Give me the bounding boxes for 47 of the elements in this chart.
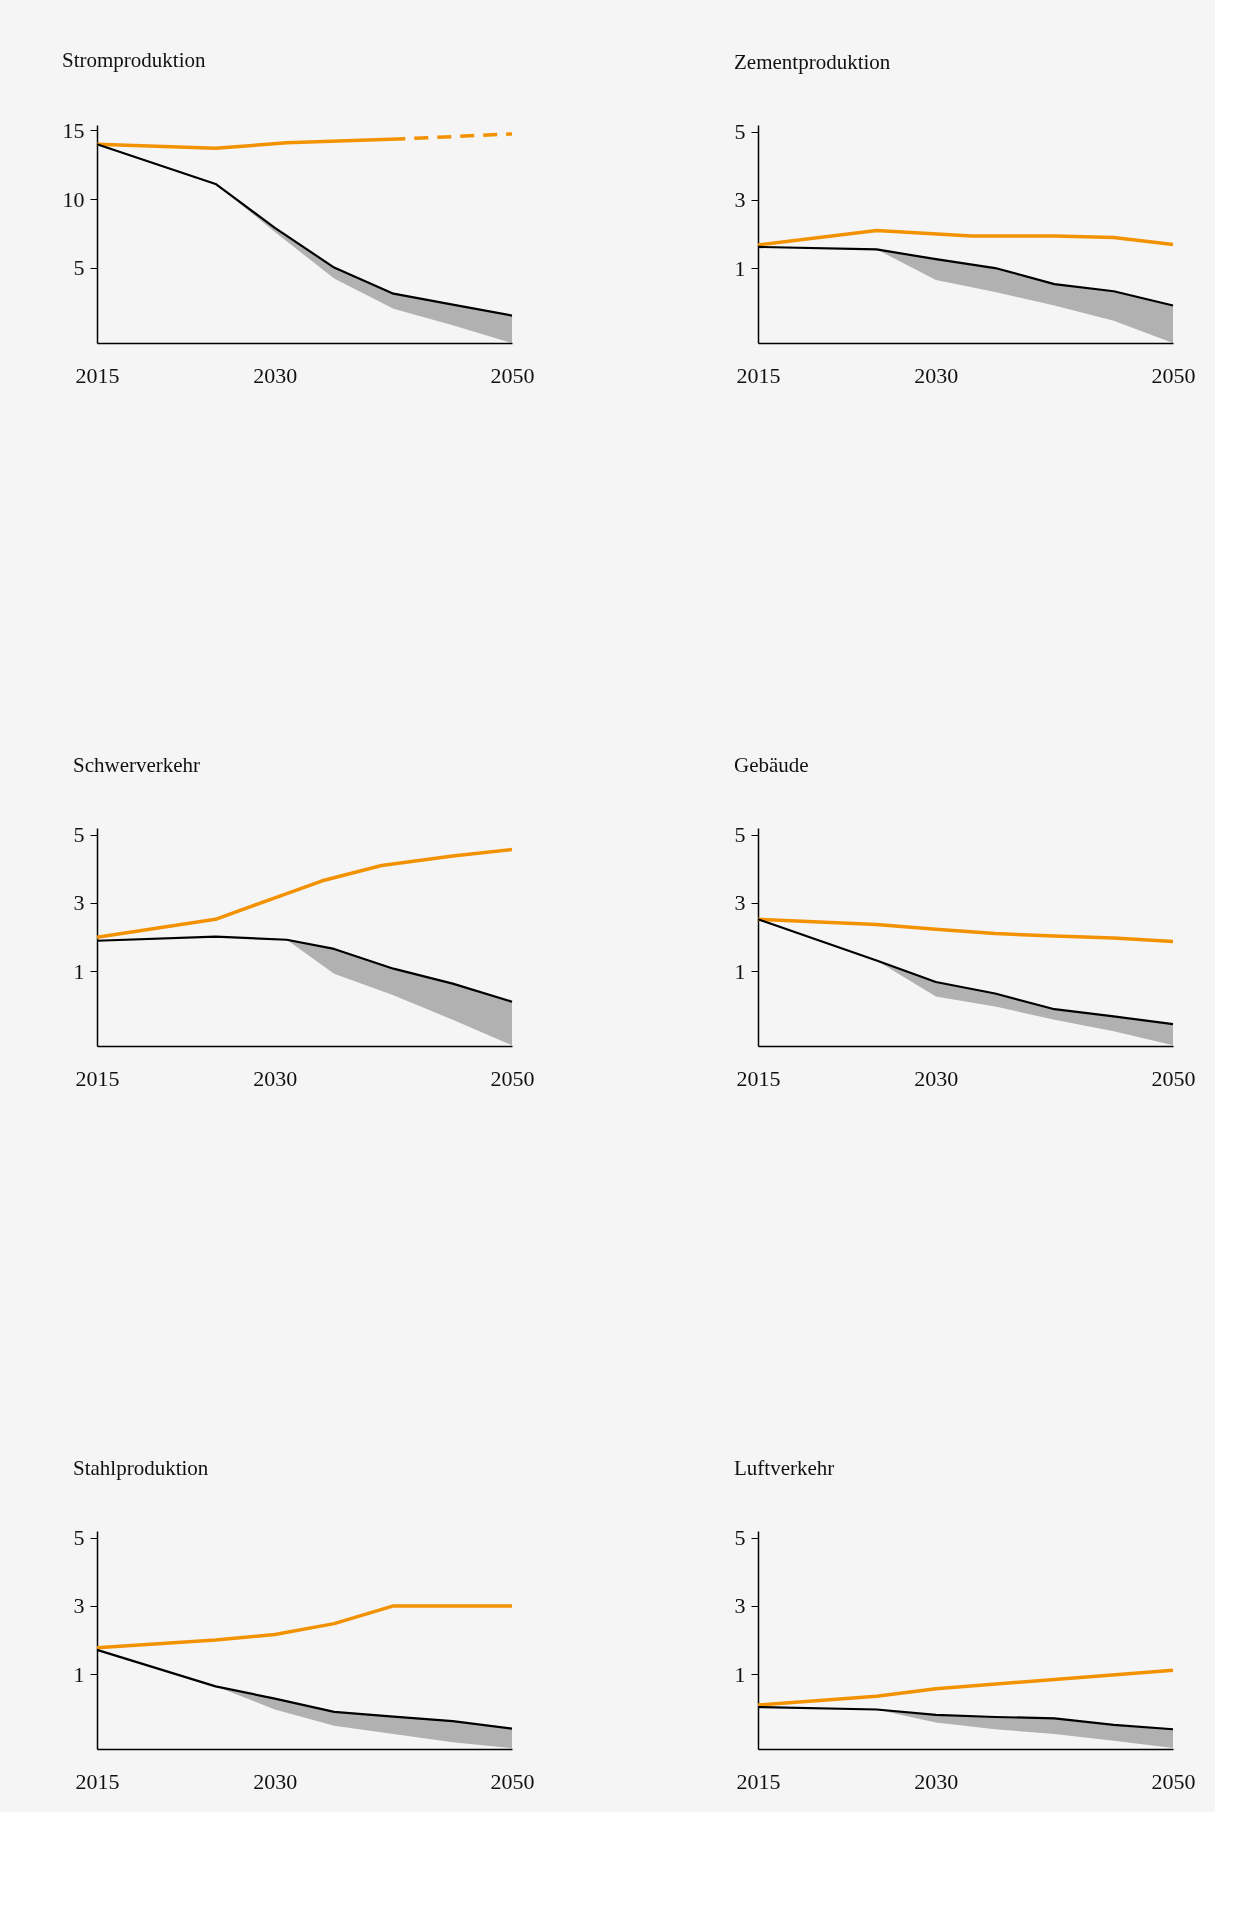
- chart-title: Luftverkehr: [734, 1455, 835, 1480]
- x-tick-label: 2015: [736, 1768, 781, 1794]
- y-tick-label: 3: [734, 890, 746, 916]
- x-tick-label: 2050: [1151, 1768, 1196, 1794]
- x-tick-label: 2030: [253, 362, 298, 388]
- x-tick-label: 2030: [253, 1768, 298, 1794]
- x-tick-label: 2050: [490, 362, 535, 388]
- chart-title: Gebäude: [734, 752, 809, 777]
- y-tick-label: 3: [734, 187, 746, 213]
- x-tick-label: 2015: [75, 362, 120, 388]
- chart-title: Zementproduktion: [734, 49, 891, 74]
- y-tick-label: 3: [73, 1593, 85, 1619]
- y-tick-label: 5: [734, 1525, 746, 1551]
- x-tick-label: 2015: [736, 1065, 781, 1091]
- x-tick-label: 2050: [490, 1065, 535, 1091]
- line-series: [756, 1668, 1175, 1707]
- y-tick-label: 3: [73, 890, 85, 916]
- y-tick-label: 1: [73, 958, 85, 984]
- x-tick-label: 2030: [253, 1065, 298, 1091]
- x-tick-label: 2015: [736, 362, 781, 388]
- chart-title: Stahlproduktion: [73, 1455, 209, 1480]
- x-tick-label: 2015: [75, 1065, 120, 1091]
- x-tick-label: 2050: [490, 1768, 535, 1794]
- x-tick-label: 2030: [914, 1768, 959, 1794]
- line-series: [95, 847, 514, 940]
- y-tick-label: 5: [73, 255, 85, 281]
- y-tick-label: 5: [73, 1525, 85, 1551]
- y-tick-label: 1: [734, 255, 746, 281]
- y-tick-label: 1: [73, 1661, 85, 1687]
- x-tick-label: 2050: [1151, 1065, 1196, 1091]
- x-tick-label: 2030: [914, 362, 959, 388]
- line-series: [756, 917, 1175, 944]
- y-tick-label: 10: [62, 186, 85, 212]
- y-tick-label: 5: [734, 822, 746, 848]
- x-tick-label: 2050: [1151, 362, 1196, 388]
- x-tick-label: 2015: [75, 1768, 120, 1794]
- chart-title: Schwerverkehr: [73, 752, 201, 777]
- y-tick-label: 5: [734, 119, 746, 145]
- y-tick-label: 1: [734, 958, 746, 984]
- y-tick-label: 3: [734, 1593, 746, 1619]
- y-tick-label: 1: [734, 1661, 746, 1687]
- y-tick-label: 5: [73, 822, 85, 848]
- y-tick-label: 15: [62, 117, 85, 143]
- x-tick-label: 2030: [914, 1065, 959, 1091]
- line-series: [756, 228, 1175, 247]
- line-series: [95, 1604, 514, 1650]
- chart-title: Stromproduktion: [62, 48, 206, 73]
